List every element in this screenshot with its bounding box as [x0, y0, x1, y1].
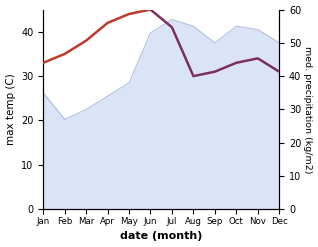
X-axis label: date (month): date (month) — [120, 231, 203, 242]
Y-axis label: med. precipitation (kg/m2): med. precipitation (kg/m2) — [303, 46, 313, 173]
Y-axis label: max temp (C): max temp (C) — [5, 74, 16, 145]
